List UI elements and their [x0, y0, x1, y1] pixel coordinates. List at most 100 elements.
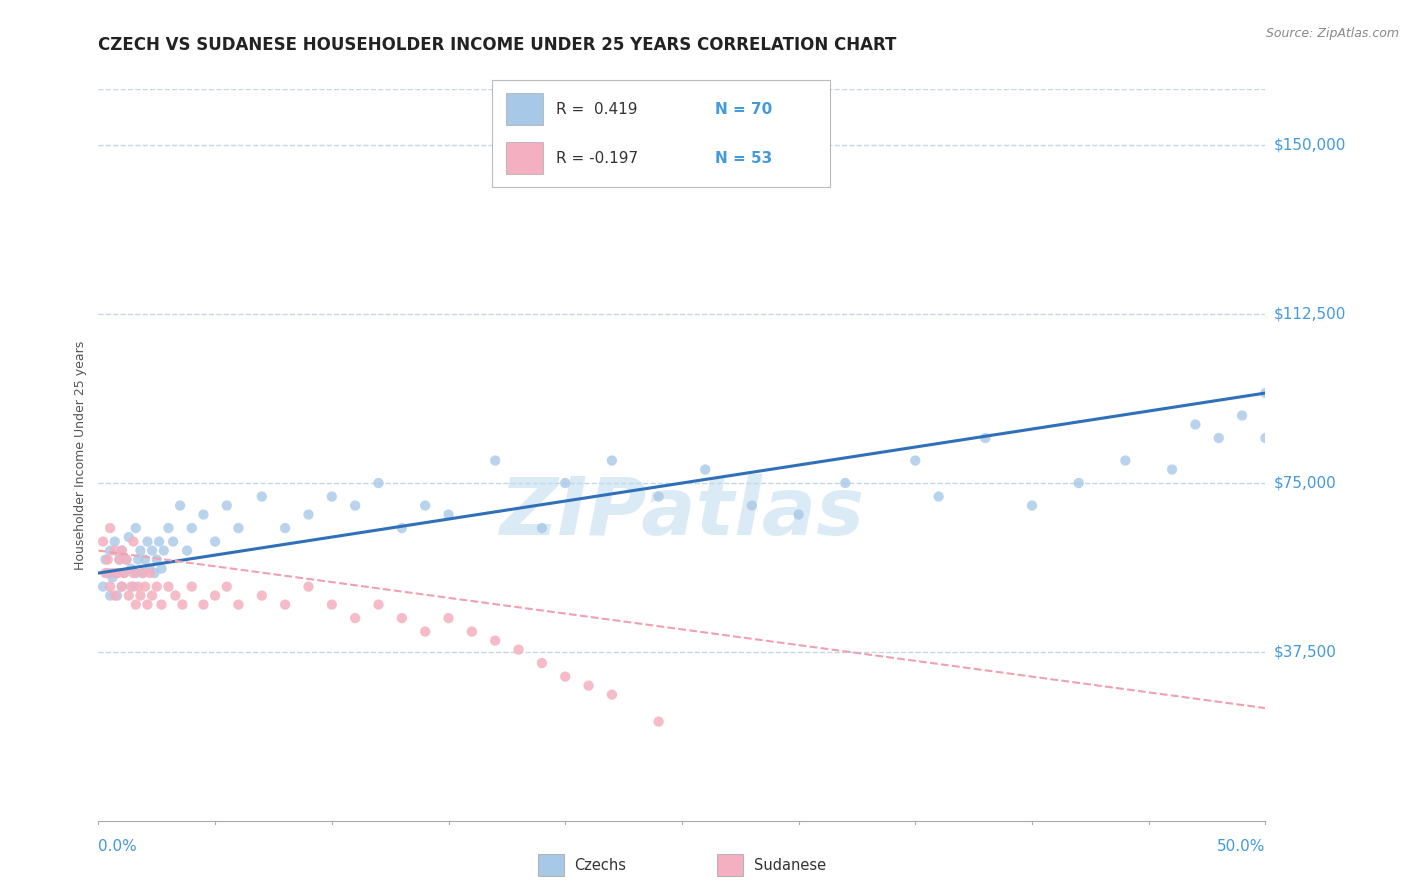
- Point: [141, 589, 163, 603]
- Point: [122, 534, 145, 549]
- Point: [367, 476, 389, 491]
- Text: $37,500: $37,500: [1274, 644, 1337, 659]
- Point: [129, 543, 152, 558]
- Point: [112, 566, 135, 580]
- Point: [204, 534, 226, 549]
- Point: [139, 561, 162, 575]
- Point: [118, 530, 141, 544]
- Point: [180, 521, 202, 535]
- Point: [741, 499, 763, 513]
- Point: [1067, 476, 1090, 491]
- Point: [250, 490, 273, 504]
- Text: $150,000: $150,000: [1274, 138, 1346, 153]
- Point: [122, 580, 145, 594]
- Point: [134, 580, 156, 594]
- Point: [105, 589, 128, 603]
- Point: [484, 633, 506, 648]
- Point: [111, 543, 134, 558]
- Point: [94, 566, 117, 580]
- Point: [172, 598, 194, 612]
- Point: [180, 580, 202, 594]
- Point: [508, 642, 530, 657]
- Point: [974, 431, 997, 445]
- Point: [157, 521, 180, 535]
- Text: 0.0%: 0.0%: [98, 838, 138, 854]
- Point: [127, 552, 149, 566]
- Point: [215, 580, 238, 594]
- Point: [484, 453, 506, 467]
- Point: [127, 580, 149, 594]
- Point: [162, 534, 184, 549]
- Point: [129, 589, 152, 603]
- Point: [136, 534, 159, 549]
- Point: [321, 490, 343, 504]
- Point: [105, 566, 128, 580]
- Point: [1114, 453, 1136, 467]
- Point: [297, 508, 319, 522]
- Point: [104, 589, 127, 603]
- Point: [157, 580, 180, 594]
- Point: [104, 534, 127, 549]
- FancyBboxPatch shape: [506, 93, 543, 125]
- Point: [108, 552, 131, 566]
- Point: [554, 670, 576, 684]
- Point: [105, 566, 128, 580]
- Text: R =  0.419: R = 0.419: [557, 102, 638, 117]
- Point: [193, 598, 215, 612]
- Point: [344, 499, 367, 513]
- Point: [150, 598, 173, 612]
- FancyBboxPatch shape: [538, 855, 564, 876]
- Point: [176, 543, 198, 558]
- Point: [391, 521, 413, 535]
- Point: [274, 598, 297, 612]
- Point: [461, 624, 484, 639]
- Text: Czechs: Czechs: [575, 858, 627, 872]
- Point: [165, 589, 187, 603]
- Point: [120, 580, 142, 594]
- Point: [98, 580, 121, 594]
- Point: [125, 566, 148, 580]
- Point: [146, 552, 169, 566]
- Text: 50.0%: 50.0%: [1218, 838, 1265, 854]
- Point: [250, 589, 273, 603]
- Text: N = 70: N = 70: [714, 102, 772, 117]
- Point: [367, 598, 389, 612]
- Point: [1254, 431, 1277, 445]
- Y-axis label: Householder Income Under 25 years: Householder Income Under 25 years: [75, 340, 87, 570]
- Point: [120, 561, 142, 575]
- Point: [297, 580, 319, 594]
- Text: Source: ZipAtlas.com: Source: ZipAtlas.com: [1265, 27, 1399, 40]
- Point: [139, 566, 162, 580]
- Point: [150, 561, 173, 575]
- Point: [97, 552, 120, 566]
- FancyBboxPatch shape: [506, 143, 543, 175]
- Point: [111, 580, 134, 594]
- Point: [578, 679, 600, 693]
- Point: [91, 534, 114, 549]
- Point: [391, 611, 413, 625]
- Point: [111, 543, 134, 558]
- Point: [215, 499, 238, 513]
- Point: [98, 589, 121, 603]
- Point: [132, 566, 155, 580]
- Point: [530, 656, 553, 670]
- Point: [554, 476, 576, 491]
- Point: [274, 521, 297, 535]
- Text: $112,500: $112,500: [1274, 307, 1346, 322]
- Point: [600, 688, 623, 702]
- Point: [228, 521, 250, 535]
- Point: [647, 714, 669, 729]
- Point: [437, 611, 460, 625]
- Point: [97, 566, 120, 580]
- Text: R = -0.197: R = -0.197: [557, 151, 638, 166]
- Point: [94, 552, 117, 566]
- Point: [112, 566, 135, 580]
- Point: [143, 566, 166, 580]
- Point: [1254, 386, 1277, 401]
- Point: [204, 589, 226, 603]
- Point: [136, 598, 159, 612]
- Text: CZECH VS SUDANESE HOUSEHOLDER INCOME UNDER 25 YEARS CORRELATION CHART: CZECH VS SUDANESE HOUSEHOLDER INCOME UND…: [98, 36, 897, 54]
- Point: [134, 552, 156, 566]
- Point: [344, 611, 367, 625]
- Point: [647, 490, 669, 504]
